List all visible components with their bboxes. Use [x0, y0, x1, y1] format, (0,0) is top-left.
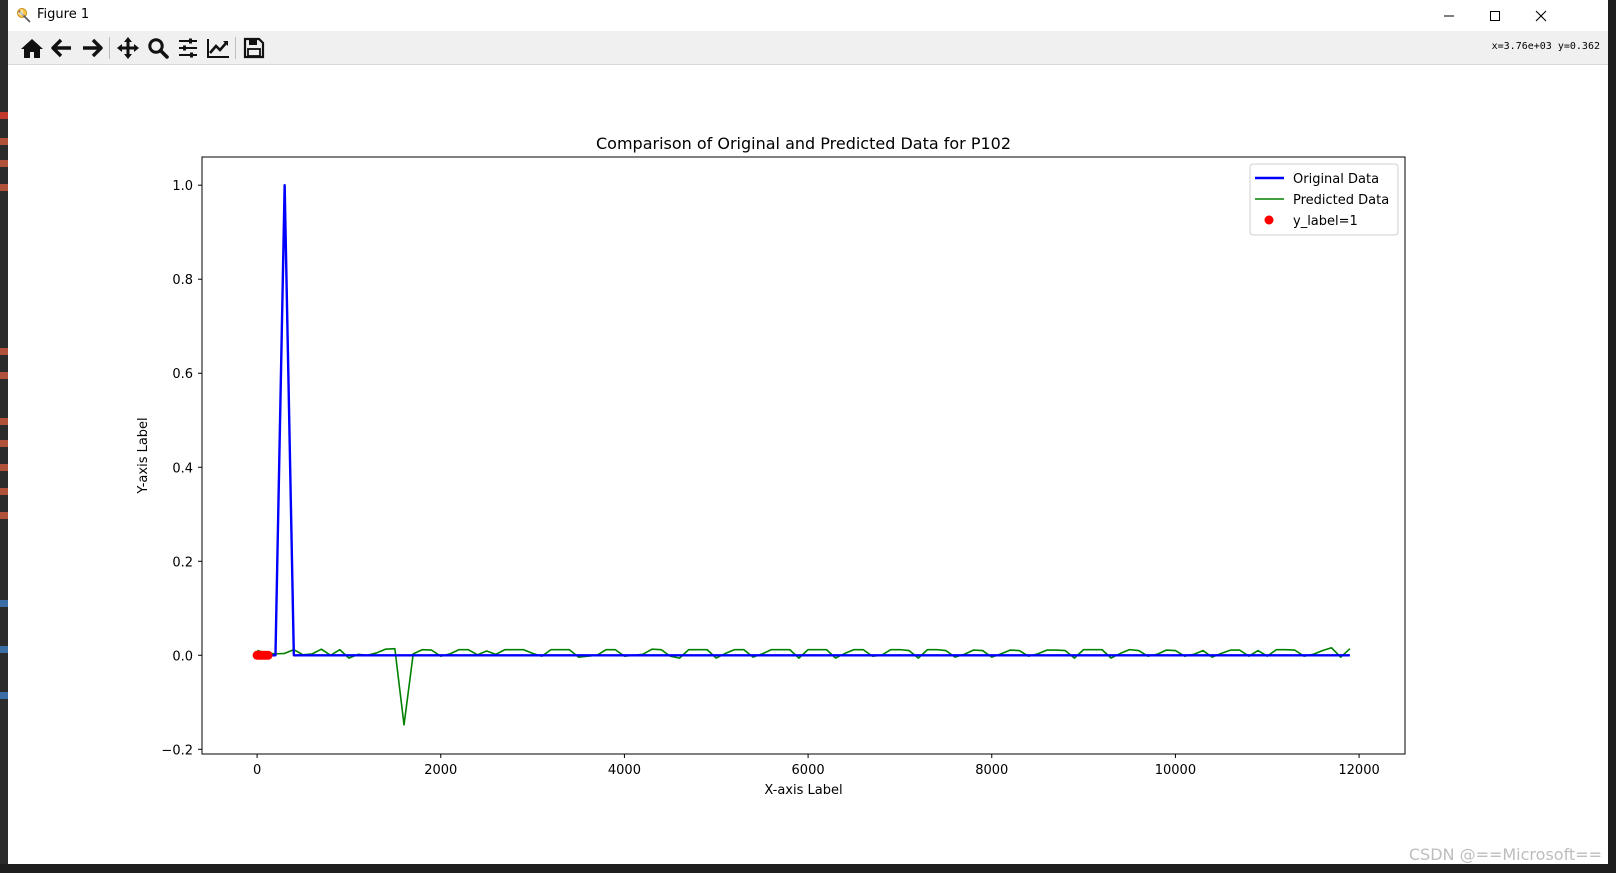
- magnifier-icon: [148, 38, 169, 59]
- matplotlib-app-icon: [17, 8, 31, 23]
- y-tick-label: 0.6: [172, 367, 193, 382]
- maximize-icon: [1490, 10, 1500, 21]
- y-axis-label: Y-axis Label: [136, 417, 151, 494]
- configure-subplots-button[interactable]: [174, 35, 202, 61]
- legend: Original Data Predicted Data y_label=1: [1249, 163, 1399, 236]
- maximize-button[interactable]: [1472, 0, 1518, 31]
- legend-box: [1249, 163, 1399, 236]
- minimize-icon: [1444, 15, 1454, 16]
- legend-marker-swatch: [1264, 215, 1274, 225]
- navigation-toolbar: [8, 31, 1608, 65]
- toolbar-separator: [109, 37, 110, 59]
- y-tick-label: 0.4: [172, 461, 193, 476]
- minimize-button[interactable]: [1426, 0, 1472, 31]
- x-tick-label: 8000: [975, 763, 1008, 778]
- floppy-disk-icon: [243, 37, 265, 59]
- move-icon: [117, 37, 139, 59]
- y-tick-label: 0.8: [172, 273, 193, 288]
- forward-button[interactable]: [78, 35, 106, 61]
- x-axis-ticks: 0 2000 4000 6000 8000 10000 12000: [253, 754, 1380, 778]
- plot-series: [252, 183, 1351, 726]
- figure-canvas[interactable]: Comparison of Original and Predicted Dat…: [8, 64, 1608, 864]
- background-bottom-strip: [0, 864, 1616, 873]
- x-tick-label: 2000: [424, 763, 457, 778]
- y-tick-label: −0.2: [161, 743, 193, 758]
- background-right-strip: [1608, 0, 1616, 873]
- legend-entry: Predicted Data: [1293, 193, 1389, 208]
- series-line-original-data: [257, 183, 1350, 657]
- axes-frame: [201, 156, 1406, 755]
- back-button[interactable]: [48, 35, 76, 61]
- figure-window: Figure 1: [8, 0, 1608, 864]
- y-axis-ticks: −0.2 0.0 0.2 0.4 0.6 0.8 1.0: [161, 179, 202, 758]
- window-title: Figure 1: [37, 7, 90, 22]
- zoom-button[interactable]: [144, 35, 172, 61]
- x-tick-label: 0: [253, 763, 261, 778]
- y-tick-label: 0.0: [172, 649, 193, 664]
- sliders-icon: [179, 38, 197, 58]
- home-icon: [21, 39, 43, 58]
- cursor-coordinates: x=3.76e+03 y=0.362: [1491, 41, 1600, 52]
- pan-button[interactable]: [114, 35, 142, 61]
- edit-axis-button[interactable]: [204, 35, 232, 61]
- y-tick-label: 1.0: [172, 179, 193, 194]
- watermark: CSDN @==Microsoft==: [1408, 845, 1602, 864]
- x-axis-label: X-axis Label: [764, 783, 842, 798]
- arrow-left-icon: [51, 38, 71, 58]
- x-tick-label: 10000: [1155, 763, 1196, 778]
- toolbar-separator: [235, 37, 236, 59]
- home-button[interactable]: [18, 35, 46, 61]
- chart-title: Comparison of Original and Predicted Dat…: [596, 134, 1011, 153]
- legend-entry: Original Data: [1293, 172, 1379, 187]
- close-button[interactable]: [1518, 0, 1564, 31]
- x-tick-label: 6000: [792, 763, 825, 778]
- close-icon: [1535, 10, 1547, 21]
- title-bar: Figure 1: [8, 0, 1608, 31]
- scatter-point: [263, 650, 273, 660]
- legend-entry: y_label=1: [1293, 214, 1358, 229]
- arrow-right-icon: [83, 38, 103, 58]
- x-tick-label: 12000: [1338, 763, 1379, 778]
- save-button[interactable]: [240, 35, 268, 61]
- x-tick-label: 4000: [608, 763, 641, 778]
- series-line-predicted-data: [256, 646, 1351, 726]
- y-tick-label: 0.2: [172, 555, 193, 570]
- line-chart-icon: [207, 39, 229, 58]
- background-editor-strip: [0, 0, 8, 873]
